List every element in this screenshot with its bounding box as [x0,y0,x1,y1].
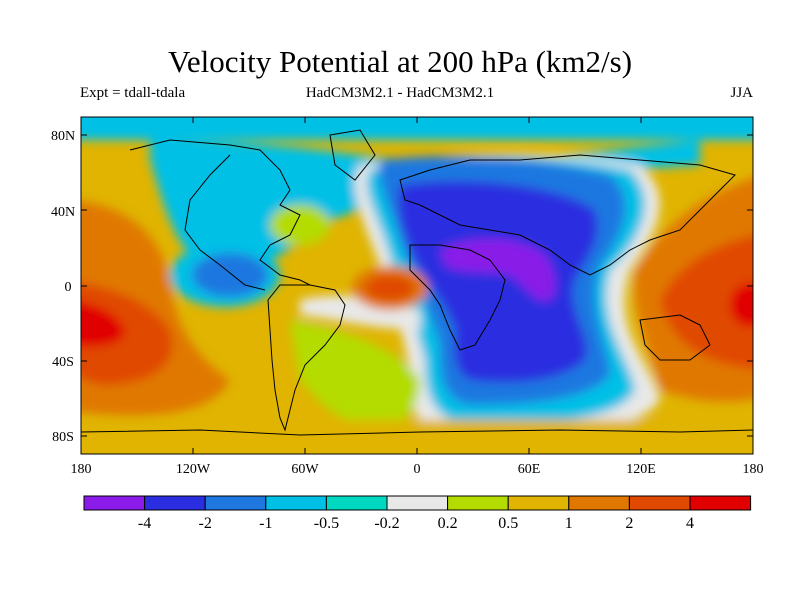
coast-greenland [329,129,376,181]
x-tick-label: 0 [414,462,421,477]
season-label: JJA [730,85,753,101]
colorbar-swatch [204,495,267,511]
field-epac-red [81,282,173,385]
colorbar-label: -1 [259,515,272,532]
colorbar [83,495,752,511]
colorbar-swatch [507,495,570,511]
coast-australia [639,314,711,361]
field-npac-blue [192,253,268,297]
axis-ticks [80,117,754,454]
field-arctic [81,117,753,140]
colorbar-label: -4 [138,515,151,532]
field-wpac-red [660,235,753,369]
coast-antarctica [81,429,753,436]
coastlines [81,129,753,436]
field-natl-green [270,205,330,245]
colorbar-swatch [628,495,691,511]
colorbar-swatch [568,495,630,511]
colorbar-label: 1 [565,515,573,532]
x-tick-label: 60E [518,462,541,477]
x-tick-label: 60W [291,462,319,477]
field-wpac-max [730,283,753,327]
colorbar-label: -0.5 [314,515,339,532]
colorbar-label: 2 [625,515,633,532]
y-tick-label: 80N [51,129,75,144]
coast-north-america [129,139,311,286]
colorbar-label: 0.2 [438,515,458,532]
colorbar-label: -0.2 [374,515,399,532]
coast-africa [409,244,506,351]
x-tick-label: 120W [176,462,211,477]
field-negative-core [398,181,598,383]
coast-south-america [267,284,346,432]
colorbar-label: -2 [199,515,212,532]
colorbar-label: 0.5 [498,515,518,532]
y-tick-label: 80S [52,430,74,445]
experiment-label: Expt = tdall-tdala [80,85,186,101]
colorbar-swatch [689,495,752,511]
y-tick-label: 40N [51,205,75,220]
colorbar-swatch [447,495,509,511]
model-label: HadCM3M2.1 - HadCM3M2.1 [305,85,495,101]
velocity-potential-field [81,117,753,454]
y-tick-label: 0 [65,280,72,295]
colorbar-labels: -4 -2 -1 -0.5 -0.2 0.2 0.5 1 2 4 [138,515,694,532]
coast-eurasia [399,154,736,276]
colorbar-swatch [144,495,206,511]
coast-west-america [184,154,266,291]
colorbar-swatch [83,495,146,511]
field-tatl-red [365,275,415,301]
field-epac-max [81,301,125,347]
colorbar-swatch [325,495,388,511]
x-tick-label: 180 [743,462,764,477]
chart-title: Velocity Potential at 200 hPa (km2/s) [167,44,633,79]
x-tick-label: 120E [626,462,656,477]
x-tick-label: 180 [71,462,92,477]
colorbar-swatch [265,495,327,511]
colorbar-swatch [386,495,449,511]
y-tick-label: 40S [52,355,74,370]
colorbar-label: 4 [686,515,694,532]
